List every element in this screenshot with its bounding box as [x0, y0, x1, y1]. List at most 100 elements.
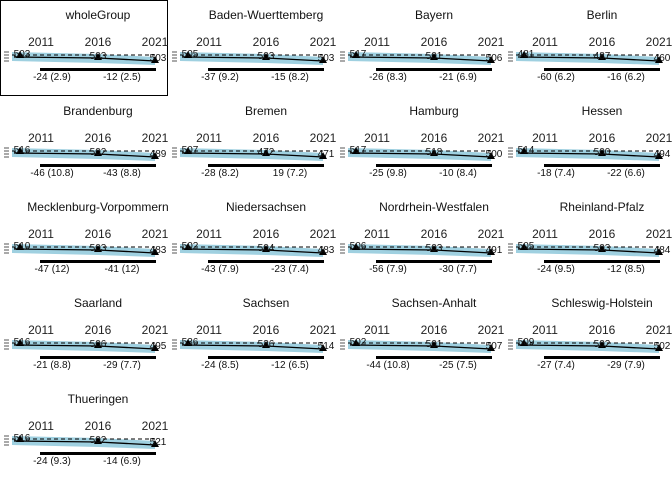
confidence-band	[516, 148, 659, 161]
confidence-band	[12, 244, 155, 257]
point-value-label: 516	[14, 433, 31, 444]
point-value-label: 516	[14, 145, 31, 156]
point-value-label: 484	[654, 245, 671, 256]
point-value-label: 502	[350, 337, 367, 348]
x-tick-label: 2011	[28, 323, 54, 337]
confidence-band	[516, 244, 659, 257]
point-marker	[352, 243, 360, 250]
x-tick-label: 2016	[421, 131, 448, 145]
point-marker	[94, 149, 102, 156]
difference-bar	[208, 68, 270, 71]
point-marker	[16, 147, 24, 154]
point-value-label: 504	[258, 243, 275, 254]
point-value-label: 502	[90, 435, 107, 446]
x-tick-label: 2016	[421, 35, 448, 49]
x-tick-label: 2011	[28, 419, 54, 433]
panel-title: Bayern	[415, 8, 453, 22]
point-value-label: 518	[426, 147, 443, 158]
point-marker	[352, 51, 360, 58]
x-tick-label: 2021	[142, 419, 169, 433]
panel-title: Niedersachsen	[226, 200, 306, 214]
point-value-label: 514	[318, 341, 335, 352]
difference-label: -24 (8.5)	[201, 360, 239, 371]
point-marker	[430, 341, 438, 348]
difference-bar	[434, 356, 492, 359]
difference-bar	[266, 356, 324, 359]
panel-title: Thueringen	[68, 392, 129, 406]
x-tick-label: 2011	[364, 35, 390, 49]
point-marker	[598, 341, 606, 348]
x-tick-label: 2011	[196, 227, 222, 241]
point-marker	[94, 341, 102, 348]
x-tick-label: 2016	[589, 35, 616, 49]
difference-label: -24 (2.9)	[33, 72, 71, 83]
point-value-label: 516	[14, 337, 31, 348]
panel: Hessen 2011 2016 2021 514 500 494 -18 (7.4) -22 …	[508, 104, 672, 179]
point-value-label: 506	[486, 53, 503, 64]
point-value-label: 510	[14, 241, 31, 252]
point-value-label: 503	[14, 49, 31, 60]
difference-bar	[40, 68, 102, 71]
panel-title: Saarland	[74, 296, 122, 310]
difference-bar	[98, 260, 156, 263]
x-tick-label: 2011	[532, 227, 558, 241]
point-marker	[151, 440, 159, 447]
difference-label: -46 (10.8)	[30, 168, 73, 179]
point-value-label: 472	[258, 147, 275, 158]
panel-title: Sachsen-Anhalt	[392, 296, 477, 310]
difference-bar	[266, 164, 324, 167]
point-value-label: 521	[150, 437, 167, 448]
confidence-band	[180, 52, 323, 65]
difference-label: -18 (7.4)	[537, 168, 575, 179]
panel-highlight-frame	[0, 0, 168, 96]
point-value-label: 471	[318, 149, 335, 160]
point-marker	[487, 344, 495, 351]
difference-label: -47 (12)	[34, 264, 69, 275]
difference-bar	[40, 260, 102, 263]
difference-label: -37 (9.2)	[201, 72, 239, 83]
panel-title: Mecklenburg-Vorpommern	[27, 200, 168, 214]
point-value-label: 502	[594, 339, 611, 350]
x-tick-label: 2011	[532, 323, 558, 337]
difference-label: -41 (12)	[104, 264, 139, 275]
panel: Berlin 2011 2016 2021 481 487 460 -60 (6.2) -16 …	[508, 8, 672, 83]
panel: Thueringen 2011 2016 2021 516 502 521 -24 (9.3)…	[4, 392, 169, 467]
point-marker	[520, 339, 528, 346]
x-tick-label: 2016	[85, 323, 112, 337]
difference-label: -12 (2.5)	[103, 72, 141, 83]
panel: Bayern 2011 2016 2021 517 501 506 -26 (8.3) -21 …	[340, 8, 505, 83]
confidence-band	[180, 148, 323, 161]
panel-title: Hessen	[582, 104, 623, 118]
confidence-band	[348, 148, 491, 161]
x-tick-label: 2021	[646, 227, 672, 241]
point-value-label: 501	[426, 339, 443, 350]
point-marker	[430, 245, 438, 252]
point-marker	[262, 245, 270, 252]
panel-title: Sachsen	[243, 296, 290, 310]
point-marker	[184, 51, 192, 58]
difference-label: -56 (7.9)	[369, 264, 407, 275]
difference-label: -27 (7.4)	[537, 360, 575, 371]
panels-layer: wholeGroup 2011 2016 2021 503 503 503 -24 (2.9)…	[0, 0, 672, 467]
panel: wholeGroup 2011 2016 2021 503 503 503 -24 (2.9)…	[0, 0, 169, 96]
point-marker	[262, 149, 270, 156]
x-tick-label: 2016	[85, 419, 112, 433]
x-tick-label: 2016	[85, 227, 112, 241]
difference-bar	[208, 356, 270, 359]
difference-bar	[40, 164, 102, 167]
point-marker	[319, 152, 327, 159]
point-value-label: 483	[150, 245, 167, 256]
point-value-label: 503	[318, 53, 335, 64]
point-value-label: 517	[350, 49, 367, 60]
point-marker	[520, 243, 528, 250]
point-marker	[598, 53, 606, 60]
point-marker	[16, 435, 24, 442]
point-value-label: 536	[258, 339, 275, 350]
panel-title: Hamburg	[409, 104, 458, 118]
point-value-label: 503	[258, 51, 275, 62]
panel-title: Nordrhein-Westfalen	[379, 200, 489, 214]
